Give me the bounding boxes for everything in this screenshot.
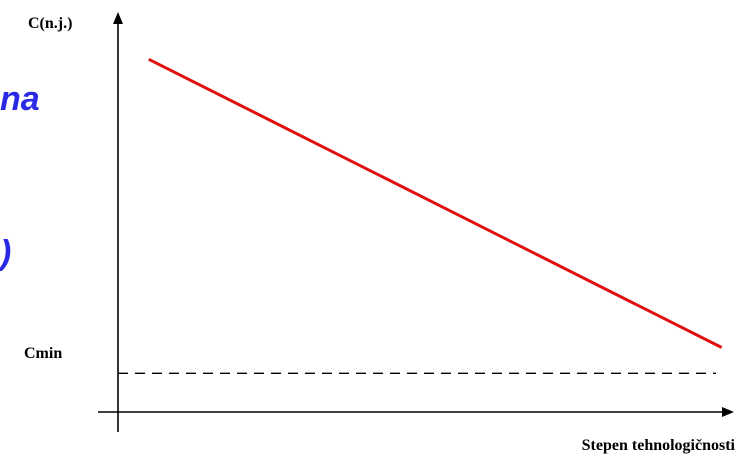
x-axis-label: Stepen tehnologičnosti	[582, 437, 736, 454]
axes	[98, 12, 734, 432]
cost-series-line	[148, 57, 723, 349]
y-axis-label: C(n.j.)	[28, 15, 72, 32]
cmin-label: Cmin	[24, 345, 62, 362]
y-axis-arrowhead	[113, 12, 123, 24]
cropped-text-fragment-2: )	[0, 234, 12, 272]
x-axis-arrowhead	[722, 407, 734, 417]
cropped-text-fragment-1: na	[0, 80, 40, 118]
